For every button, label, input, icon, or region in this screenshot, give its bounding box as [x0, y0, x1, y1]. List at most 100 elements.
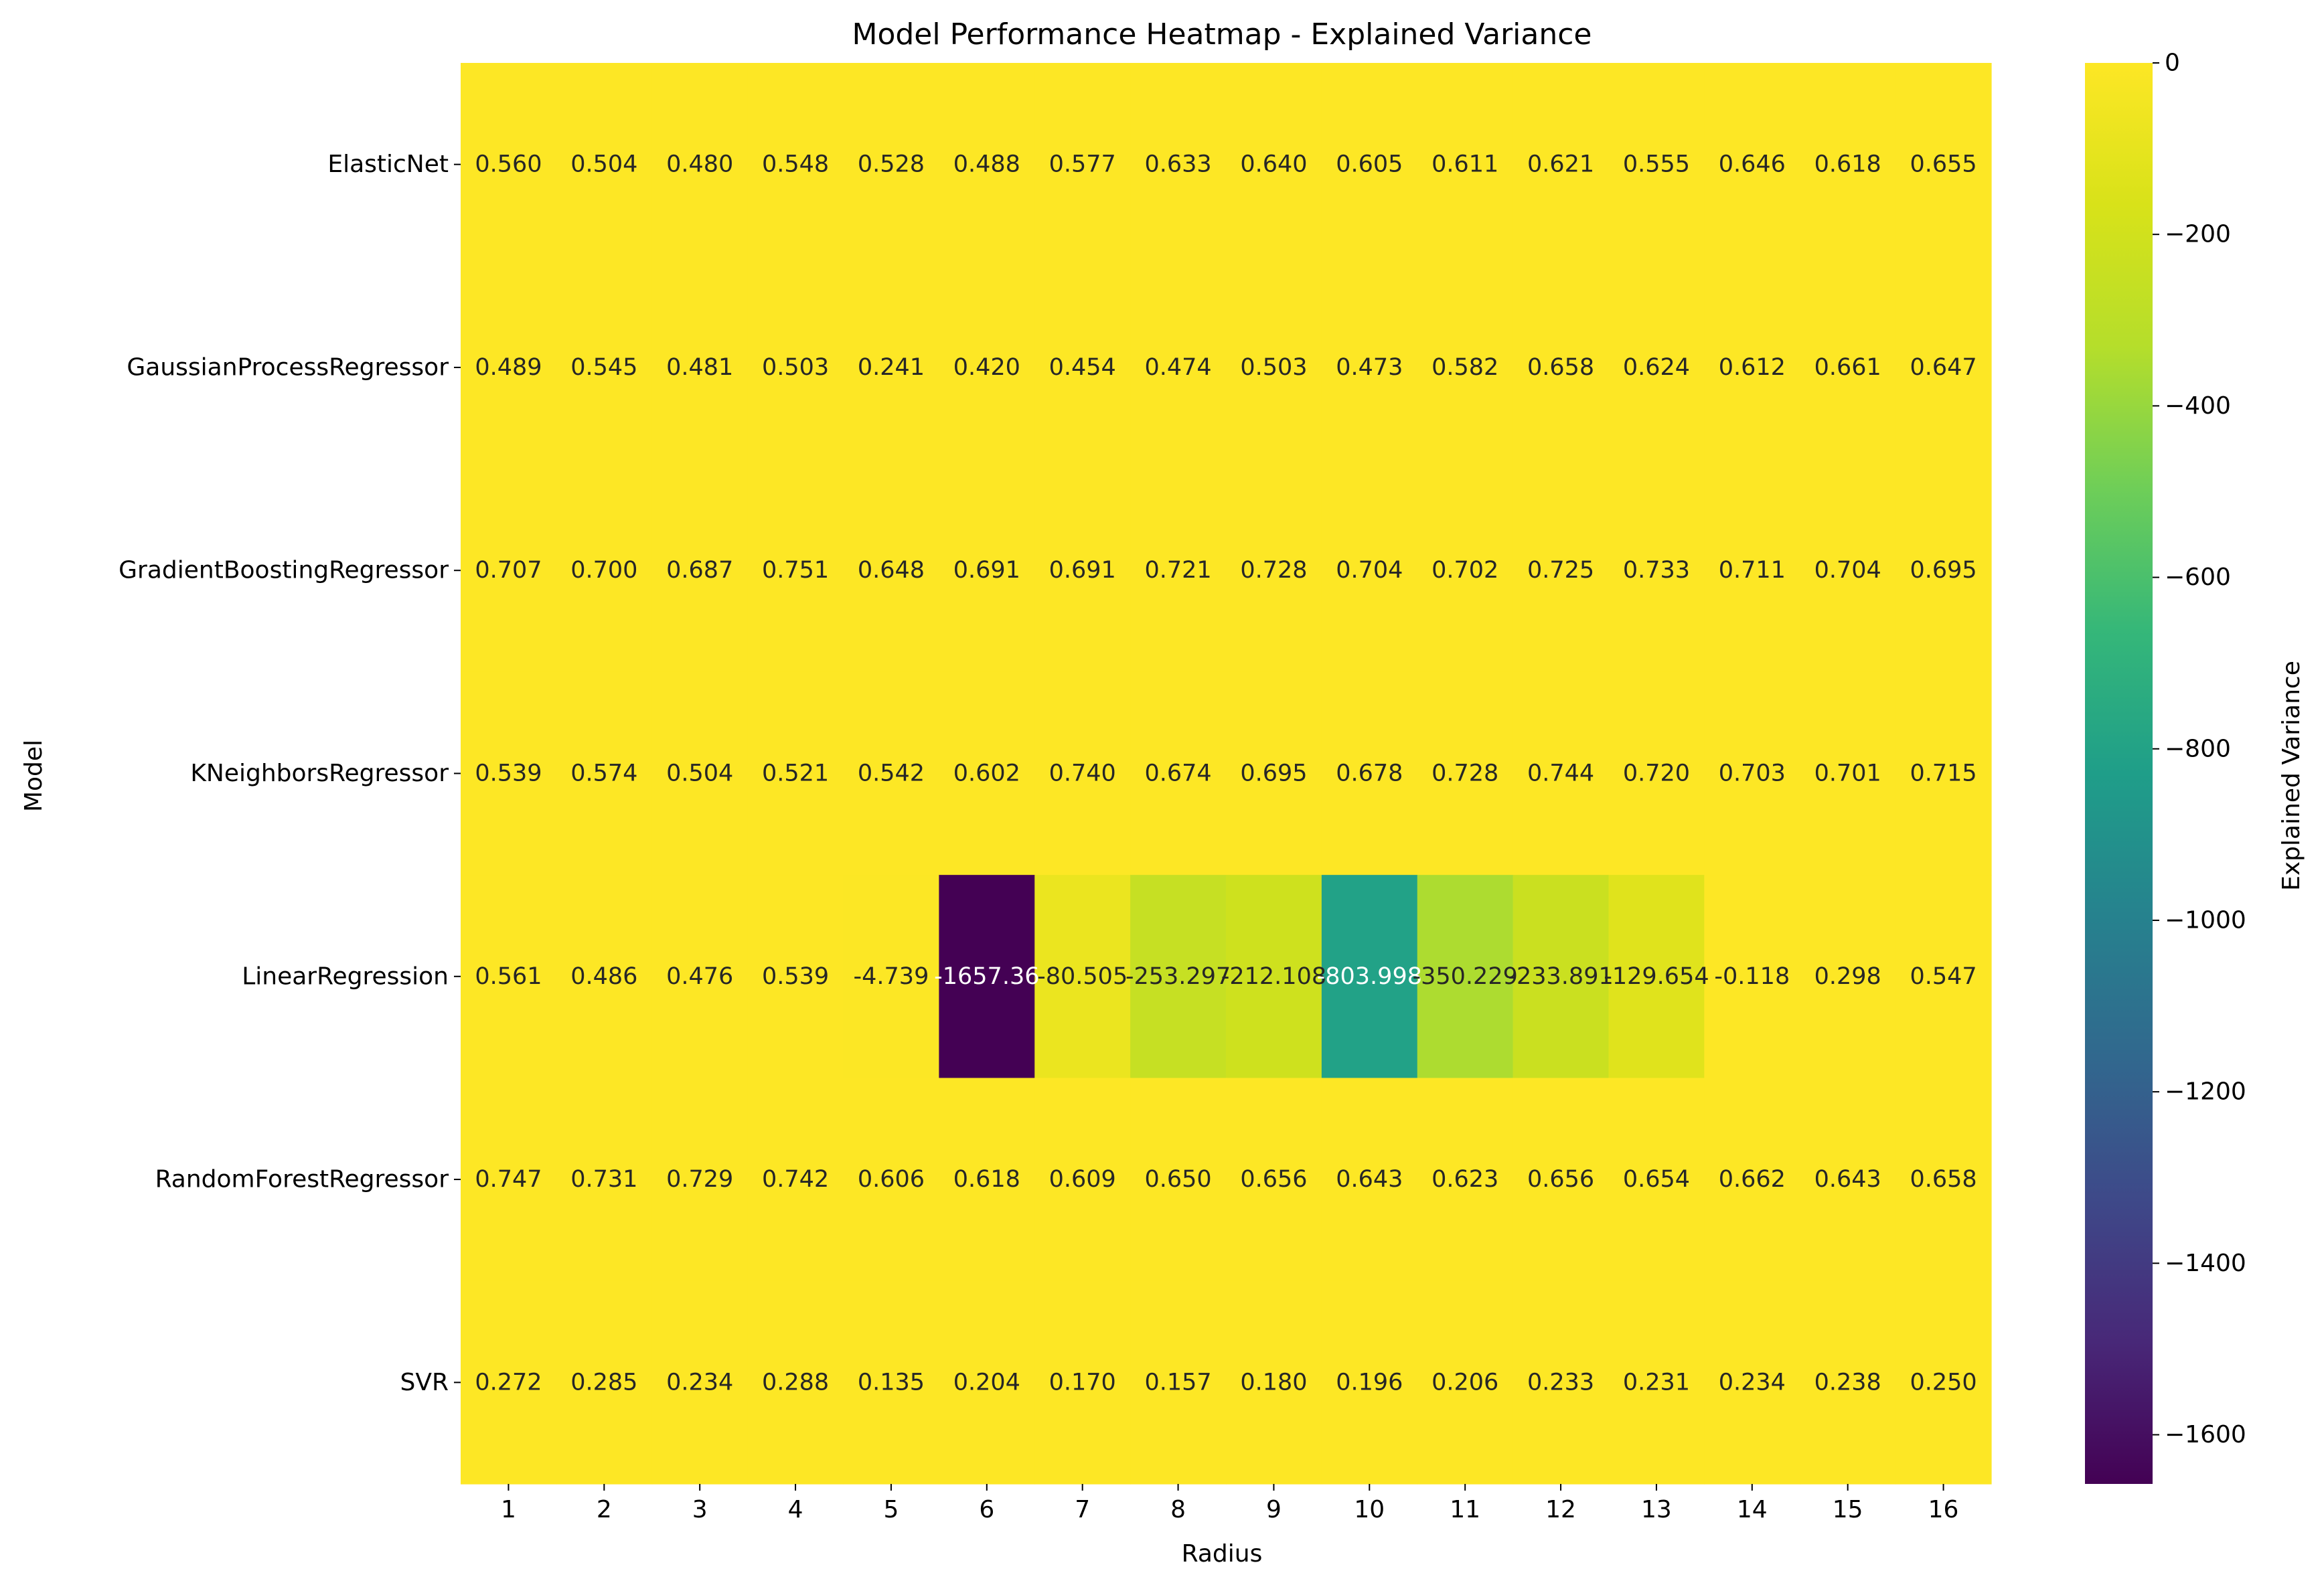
- cell-value-label: 0.231: [1623, 1369, 1690, 1396]
- colorbar-label: Explained Variance: [2278, 661, 2305, 891]
- cell-value-label: 0.605: [1336, 151, 1403, 178]
- heatmap-cell: [1130, 1280, 1227, 1485]
- heatmap-cell: [1321, 1078, 1418, 1282]
- heatmap-cell: [939, 1078, 1035, 1282]
- y-tick-label: ElasticNet: [327, 151, 449, 178]
- heatmap-cell: [1130, 266, 1227, 470]
- cell-value-label: 0.633: [1144, 151, 1211, 178]
- heatmap-cell: [1800, 1280, 1896, 1485]
- heatmap-cell: [747, 469, 844, 673]
- heatmap-cell: [1704, 63, 1800, 266]
- heatmap-cell: [1608, 1280, 1705, 1485]
- heatmap-cell: [1226, 1078, 1322, 1282]
- x-tick-label: 12: [1545, 1496, 1576, 1523]
- heatmap-cell: [1034, 1280, 1131, 1485]
- heatmap-cell: [1417, 671, 1514, 875]
- heatmap-cell: [651, 266, 749, 470]
- heatmap-cell: [843, 266, 939, 470]
- cell-value-label: 0.695: [1240, 760, 1307, 787]
- cell-value-label: 0.655: [1910, 151, 1977, 178]
- heatmap-cell: [461, 875, 557, 1079]
- cell-value-label: 0.503: [1240, 354, 1307, 381]
- heatmap-cell: [1226, 1280, 1322, 1485]
- heatmap-cell: [1130, 671, 1227, 875]
- cell-value-label: 0.674: [1144, 760, 1211, 787]
- cell-value-label: 0.618: [953, 1166, 1020, 1193]
- cell-value-label: 0.473: [1336, 354, 1403, 381]
- cell-value-label: -4.739: [854, 963, 929, 990]
- cell-value-label: 0.687: [666, 557, 733, 584]
- cell-value-label: 0.241: [858, 354, 925, 381]
- colorbar-tick-label: −600: [2165, 564, 2231, 591]
- heatmap-cell: [1895, 1280, 1992, 1485]
- cell-value-label: 0.744: [1527, 760, 1594, 787]
- x-tick-label: 5: [883, 1496, 899, 1523]
- cell-value-label: -0.118: [1714, 963, 1790, 990]
- cell-value-label: 0.656: [1527, 1166, 1594, 1193]
- cell-value-label: -1657.36: [934, 963, 1039, 990]
- heatmap-cell: [556, 469, 653, 673]
- cell-value-label: 0.731: [570, 1166, 637, 1193]
- cell-value-label: 0.233: [1527, 1369, 1594, 1396]
- cell-value-label: 0.725: [1527, 557, 1594, 584]
- cell-value-label: 0.728: [1240, 557, 1307, 584]
- heatmap-cell: [1608, 875, 1705, 1079]
- heatmap-cell: [1513, 671, 1610, 875]
- heatmap-cell: [1321, 266, 1418, 470]
- heatmap-cell: [843, 875, 939, 1079]
- cell-value-label: 0.488: [953, 151, 1020, 178]
- heatmap-cell: [843, 1078, 939, 1282]
- heatmap-cell: [939, 63, 1035, 266]
- cell-value-label: 0.521: [762, 760, 829, 787]
- heatmap-cell: [1513, 266, 1610, 470]
- heatmap-cell: [1895, 671, 1992, 875]
- cell-value-label: -80.505: [1037, 963, 1128, 990]
- heatmap-cell: [1226, 469, 1322, 673]
- heatmap-cell: [651, 1280, 749, 1485]
- cell-value-label: 0.561: [475, 963, 542, 990]
- cell-value-label: 0.658: [1910, 1166, 1977, 1193]
- heatmap-cell: [461, 671, 557, 875]
- cell-value-label: 0.298: [1814, 963, 1881, 990]
- cell-value-label: 0.574: [570, 760, 637, 787]
- heatmap-cell: [1034, 63, 1131, 266]
- cell-value-label: 0.606: [858, 1166, 925, 1193]
- heatmap-cell: [651, 1078, 749, 1282]
- cell-value-label: -212.108: [1221, 963, 1326, 990]
- y-tick-label: GradientBoostingRegressor: [119, 557, 449, 584]
- cell-value-label: 0.715: [1910, 760, 1977, 787]
- cell-value-label: 0.643: [1814, 1166, 1881, 1193]
- cell-value-label: 0.624: [1623, 354, 1690, 381]
- x-tick-label: 6: [979, 1496, 994, 1523]
- cell-value-label: 0.733: [1623, 557, 1690, 584]
- heatmap-cell: [1130, 875, 1227, 1079]
- heatmap-cell: [1321, 671, 1418, 875]
- heatmap-cell: [843, 469, 939, 673]
- heatmap-cell: [461, 469, 557, 673]
- cell-value-label: 0.648: [858, 557, 925, 584]
- cell-value-label: -350.229: [1413, 963, 1518, 990]
- heatmap-cell: [1513, 1078, 1610, 1282]
- cell-value-label: 0.704: [1814, 557, 1881, 584]
- cell-value-label: 0.157: [1144, 1369, 1211, 1396]
- cell-value-label: 0.135: [858, 1369, 925, 1396]
- cell-value-label: 0.539: [475, 760, 542, 787]
- heatmap-cell: [1417, 469, 1514, 673]
- cell-value-label: 0.489: [475, 354, 542, 381]
- heatmap-cell: [1513, 875, 1610, 1079]
- y-tick-label: LinearRegression: [242, 963, 449, 990]
- heatmap-cell: [939, 266, 1035, 470]
- heatmap-cell: [1417, 1078, 1514, 1282]
- cell-value-label: 0.560: [475, 151, 542, 178]
- cell-value-label: 0.454: [1049, 354, 1116, 381]
- heatmap-cell: [1800, 1078, 1896, 1282]
- cell-value-label: 0.751: [762, 557, 829, 584]
- cell-value-label: 0.548: [762, 151, 829, 178]
- heatmap-cell: [1034, 266, 1131, 470]
- cell-value-label: -233.891: [1508, 963, 1613, 990]
- heatmap-cell: [1130, 469, 1227, 673]
- cell-value-label: 0.206: [1431, 1369, 1498, 1396]
- heatmap-cell: [1034, 1078, 1131, 1282]
- colorbar-tick-label: −200: [2165, 221, 2231, 248]
- x-tick-label: 3: [692, 1496, 708, 1523]
